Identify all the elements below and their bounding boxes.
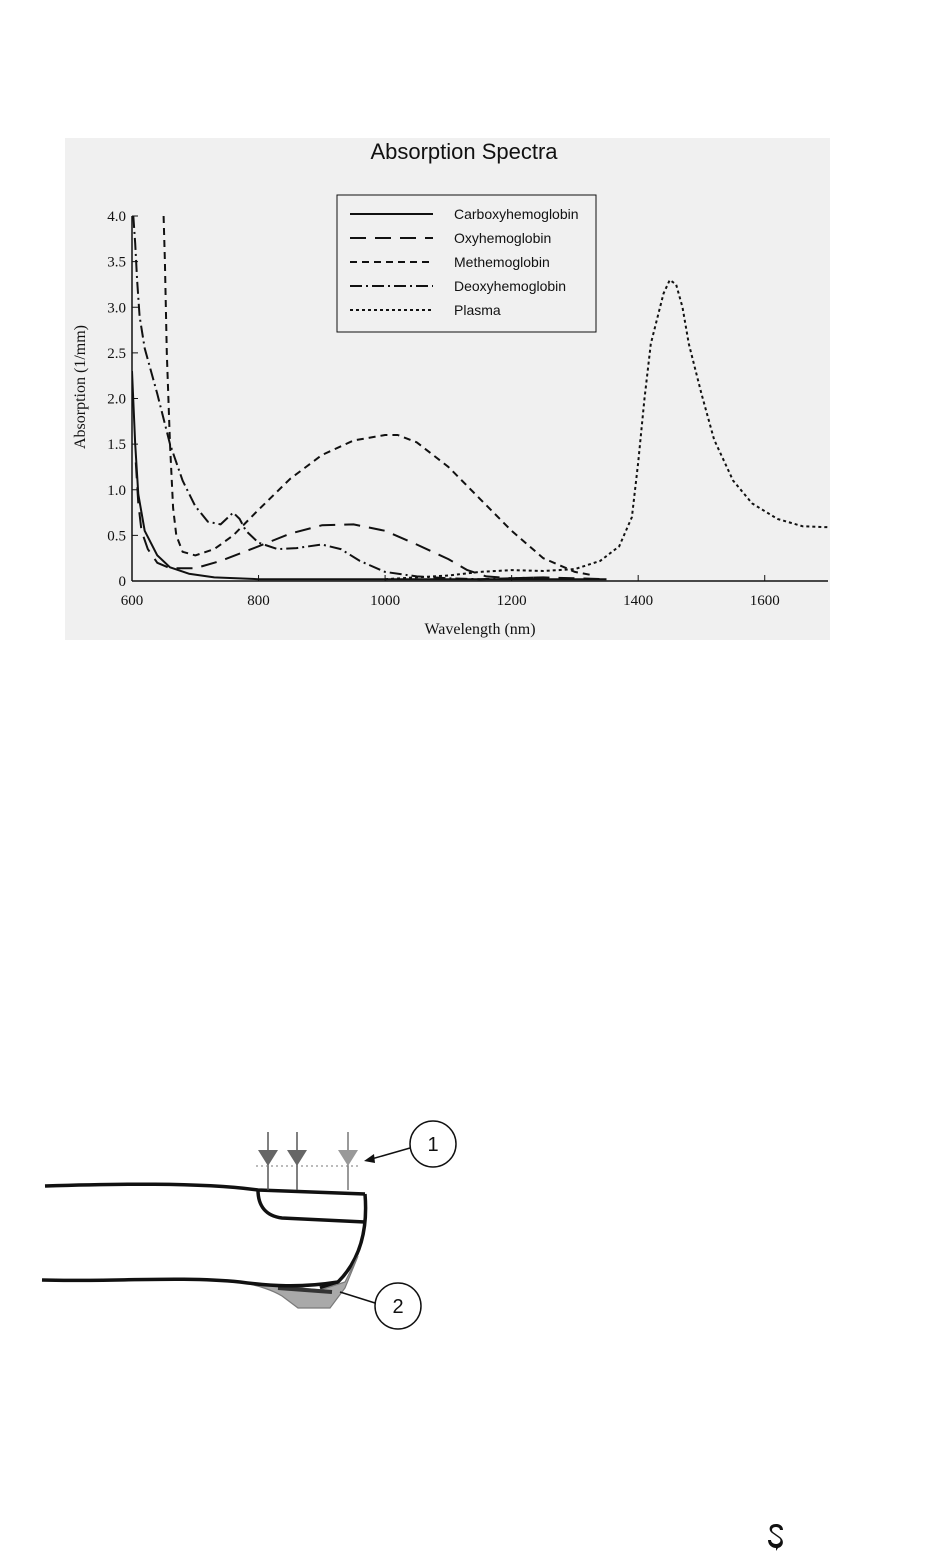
callout-2-label: 2 [392,1296,403,1318]
callout-1-arrowhead [364,1154,375,1163]
y-tick-label: 0.5 [107,528,126,544]
series-line-methemoglobin [162,215,595,577]
x-tick-label: 1600 [750,593,780,609]
x-tick-label: 800 [247,593,270,609]
callout-1-label: 1 [427,1134,438,1156]
y-tick-label: 1.0 [107,483,126,499]
legend-label-oxyhemoglobin: Oxyhemoglobin [454,230,551,246]
light-source-arrows [256,1132,411,1190]
x-axis-label: Wavelength (nm) [424,621,535,638]
y-tick-label: 4.0 [107,209,126,225]
x-tick-label: 1400 [623,593,653,609]
tick-layer: 600 800 1000 1200 1400 1600 0 0.5 1.0 1.5 2.0 2.5 3.… [107,209,779,609]
arrow-head [338,1150,358,1166]
fingernail [256,1189,366,1224]
brand-logo [768,1524,783,1551]
finger-bottom-outline [41,1277,339,1288]
arrow-head [258,1150,278,1166]
y-tick-label: 2.5 [107,346,126,362]
legend-label-plasma: Plasma [454,302,501,318]
series-line-deoxyhemoglobin [132,215,544,581]
legend-label-methemoglobin: Methemoglobin [454,254,550,270]
legend-label-carboxyhemoglobin: Carboxyhemoglobin [454,206,579,222]
y-axis-label: Absorption (1/mm) [72,325,89,449]
callout-2: 2 [339,1282,422,1330]
x-tick-label: 1000 [370,593,400,609]
finger-top-outline [44,1182,366,1196]
fingertip-outline [319,1193,368,1290]
series-line-oxyhemoglobin [134,462,607,581]
series-line-carboxyhemoglobin [132,371,607,581]
legend-items: Carboxyhemoglobin Oxyhemoglobin Methemoglo… [350,206,579,318]
callout-1: 1 [409,1120,457,1168]
x-tick-label: 1200 [497,593,527,609]
chart-panel: Absorption Spectra 600 800 1000 1200 1400 160… [65,138,830,640]
arrow-head [287,1150,307,1166]
legend: Carboxyhemoglobin Oxyhemoglobin Methemoglo… [336,194,597,333]
y-tick-label: 0 [119,574,127,590]
y-tick-label: 3.5 [107,255,126,271]
y-tick-label: 2.0 [107,392,126,408]
callout-2-leader [339,1291,376,1304]
callout-1-leader [367,1147,411,1161]
legend-label-deoxyhemoglobin: Deoxyhemoglobin [454,278,566,294]
absorption-spectra-chart: Absorption Spectra 600 800 1000 1200 1400 160… [72,139,828,638]
detector-strip [277,1286,333,1294]
y-tick-label: 3.0 [107,300,126,316]
y-tick-label: 1.5 [107,437,126,453]
x-tick-label: 600 [121,593,144,609]
series-layer [132,215,828,581]
chart-title: Absorption Spectra [370,139,558,164]
finger-sensor-diagram: 1 2 [41,1120,457,1330]
